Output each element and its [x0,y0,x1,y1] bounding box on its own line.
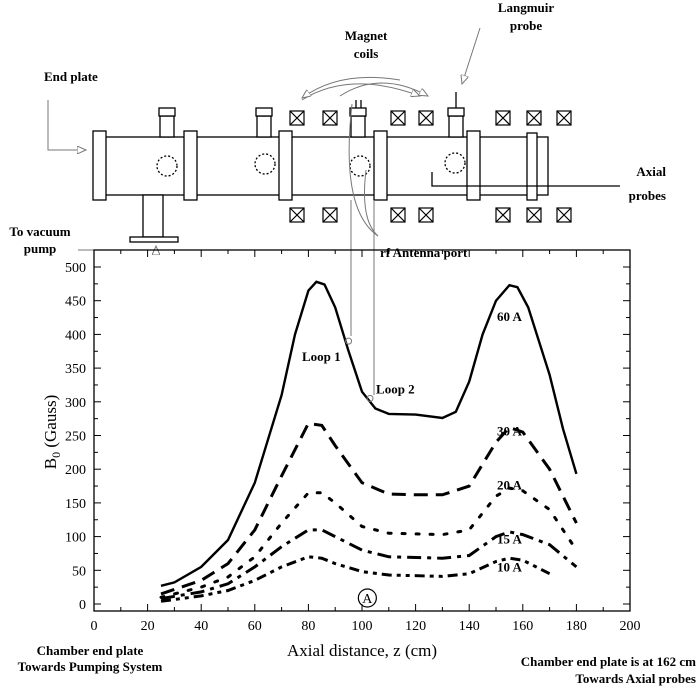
axial-probe-line [431,172,620,187]
coil-icon [418,207,434,223]
loop2-label: Loop 2 [376,381,415,396]
magnet-coils-label-2: coils [354,46,379,61]
y-tick-label: 250 [65,430,86,445]
pump-tube [142,194,164,238]
end-plate-label: End plate [44,69,98,84]
annotations: Loop 1 Loop 2 A [302,337,415,608]
coil-icon [495,207,511,223]
series-group: 60 A 30 A 20 A 15 A 10 A [159,280,578,603]
axial-probes-label-1: Axial [636,164,666,179]
top-ports [158,92,465,138]
x-tick-label: 100 [352,619,373,634]
langmuir-label-2: probe [510,18,542,33]
y-tick-label: 400 [65,328,86,343]
footnote-right-2: Towards Axial probes [575,671,696,686]
x-tick-label: 180 [566,619,587,634]
footnote-right-1: Chamber end plate is at 162 cm [521,654,696,669]
flanges [92,130,538,201]
y-tick-label: 350 [65,362,86,377]
footnote-left-1: Chamber end plate [37,643,144,658]
y-axis-label: B0 (Gauss) [41,395,63,469]
point-a-marker [357,588,377,608]
loop1-label: Loop 1 [302,349,341,364]
vacuum-pump-label-2: pump [24,241,57,256]
coil-icon [495,110,511,126]
y-tick-label: 300 [65,396,86,411]
x-tick-label: 20 [141,619,155,634]
footnote-left-2: Towards Pumping System [18,659,163,674]
rf-antenna-port-label: rf Antenna port [380,245,468,260]
vacuum-pump-label-1: To vacuum [9,224,70,239]
x-tick-label: 40 [194,619,208,634]
x-tick-label: 80 [301,619,315,634]
series-label: 20 A [497,477,523,492]
y-tick-label: 200 [65,463,86,478]
magnet-coils-label-1: Magnet [345,28,388,43]
axial-probes-label-2: probes [629,188,666,203]
series-label: 10 A [497,560,523,575]
series-label: 30 A [497,424,523,439]
coil-icon [289,110,305,126]
coil-icon [322,207,338,223]
x-tick-label: 0 [91,619,98,634]
series-line-10a [160,555,551,603]
coil-icon [526,110,542,126]
viewports [156,152,466,177]
loop2-marker [366,394,374,402]
magnet-coils [289,110,572,223]
pump-flange [129,236,179,243]
x-tick-label: 60 [248,619,262,634]
axis-ticks: 0 20 40 60 80 100 120 140 160 180 200 0 50 100 150 200 2… [65,250,641,634]
series-line-15a [160,528,578,601]
series-line-20a [159,486,578,599]
coil-icon [526,207,542,223]
chamber-diagram [92,92,620,243]
series-line-30a [160,421,578,596]
plot-frame [93,249,631,612]
y-tick-label: 450 [65,295,86,310]
y-tick-label: 0 [79,598,86,613]
series-line-60a [160,280,578,587]
leader-lines [47,27,481,395]
y-tick-label: 150 [65,497,86,512]
x-tick-label: 200 [620,619,641,634]
coil-icon [556,110,572,126]
y-tick-label: 100 [65,531,86,546]
y-tick-label: 50 [72,564,86,579]
coil-icon [390,207,406,223]
loop1-marker [345,337,353,345]
coil-icon [289,207,305,223]
coil-icon [390,110,406,126]
x-axis-label: Axial distance, z (cm) [287,641,437,660]
series-label: 15 A [497,531,523,546]
series-label: 60 A [497,309,523,324]
diagram-labels: End plate Magnet coils Langmuir probe Ax… [9,0,666,260]
x-tick-label: 140 [459,619,480,634]
coil-icon [556,207,572,223]
coil-icon [322,110,338,126]
x-tick-label: 120 [405,619,426,634]
y-tick-label: 500 [65,261,86,276]
point-a-label: A [362,592,373,607]
x-tick-label: 160 [512,619,533,634]
coil-icon [418,110,434,126]
langmuir-label-1: Langmuir [498,0,555,15]
